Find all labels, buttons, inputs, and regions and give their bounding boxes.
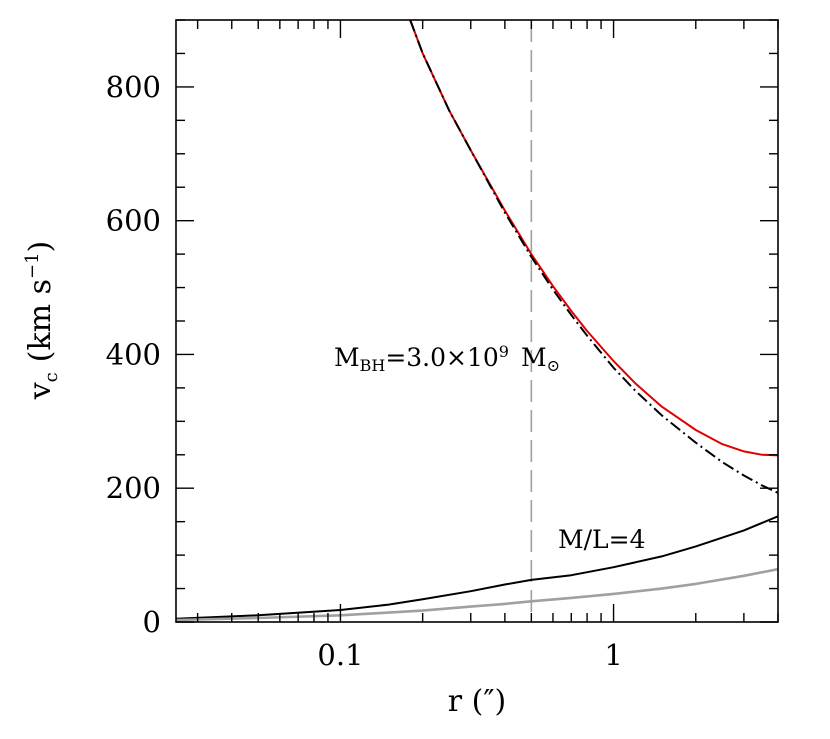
plot-frame — [175, 19, 779, 623]
series-line-total — [409, 20, 778, 457]
y-tick-label: 0 — [143, 605, 161, 639]
x-axis-title: r (″) — [448, 684, 507, 719]
y-axis-title-main: v — [23, 382, 58, 400]
series-line-stars_ml4 — [176, 515, 778, 620]
y-axis-title-sub: c — [41, 372, 62, 382]
y-axis-title-units: (km s — [23, 279, 58, 362]
tick-layer — [176, 19, 779, 623]
y-tick-label: 800 — [106, 70, 161, 104]
y-axis-title-sup: −1 — [22, 252, 43, 279]
x-tick-label: 0.1 — [317, 638, 363, 672]
y-tick-label: 200 — [106, 471, 161, 505]
x-tick-labels: 0.1 1 — [317, 638, 622, 672]
series-line-black_hole — [409, 20, 778, 494]
y-tick-label: 600 — [106, 204, 161, 238]
mbh-unit: M — [521, 343, 547, 372]
sun-symbol: ⊙ — [547, 356, 560, 375]
series-line-stars_grey — [176, 567, 778, 622]
y-axis-title-close: ) — [23, 241, 58, 253]
ml-annotation: M/L=4 — [558, 525, 645, 554]
series-layer — [176, 20, 778, 622]
y-axis-title: vc (km s−1) — [22, 241, 62, 401]
y-tick-labels: 0 200 400 600 800 — [106, 70, 161, 639]
y-tick-label: 400 — [106, 337, 161, 371]
mbh-subscript: BH — [360, 356, 386, 375]
mbh-value: =3.0×10 — [385, 343, 498, 372]
mbh-prefix: M — [334, 343, 360, 372]
mbh-annotation: MBH=3.0×109 M⊙ — [334, 342, 560, 375]
x-tick-label: 1 — [604, 638, 622, 672]
mbh-exponent: 9 — [499, 342, 509, 361]
